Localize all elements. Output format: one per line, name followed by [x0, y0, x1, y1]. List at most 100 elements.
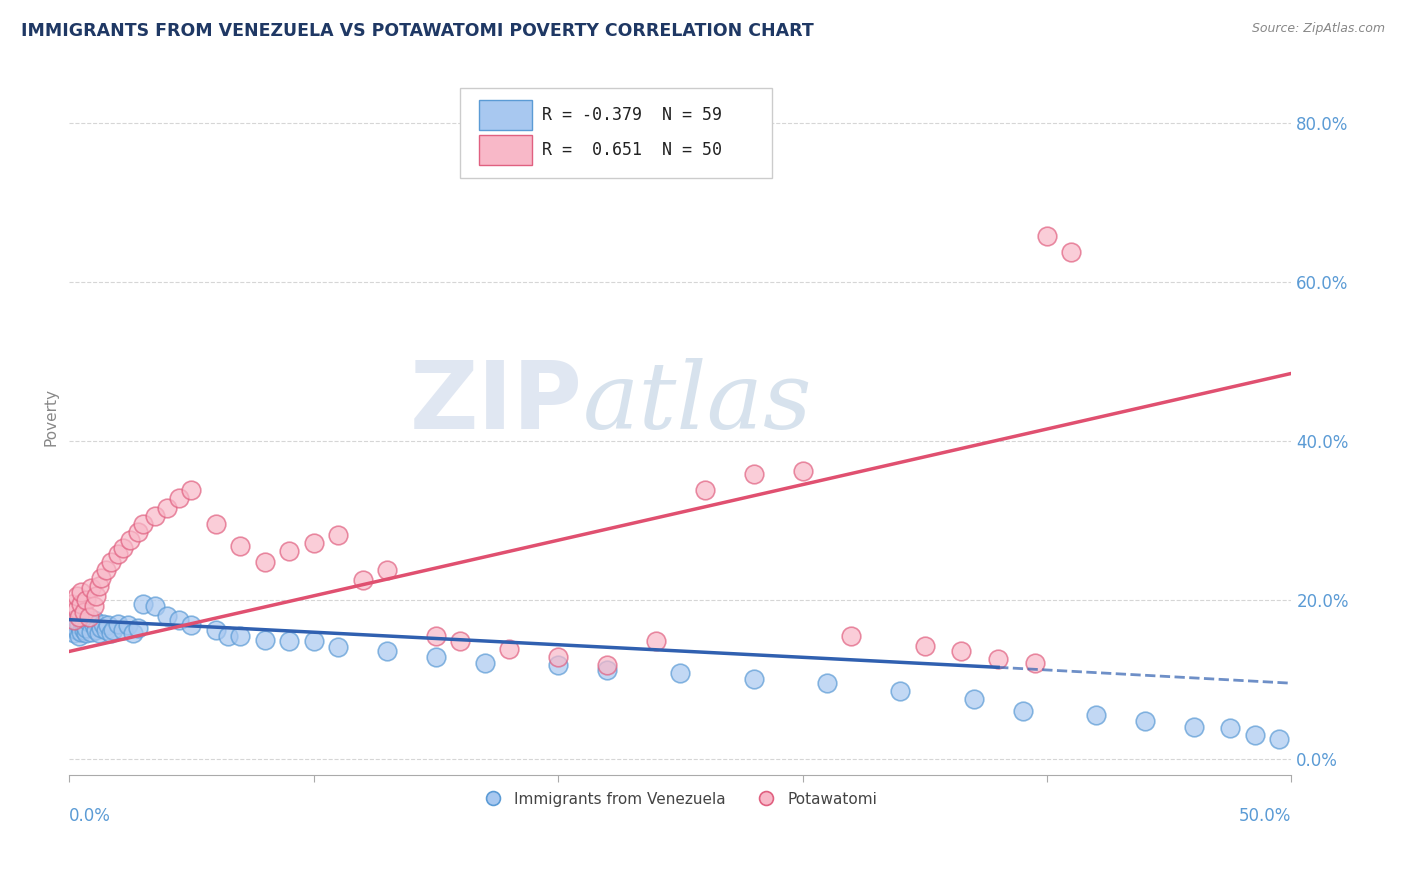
Point	[80, 624, 103, 639]
Point	[63, 626, 86, 640]
Point	[65, 623, 87, 637]
Point	[65, 602, 87, 616]
Point	[950, 644, 973, 658]
Point	[131, 517, 153, 532]
Point	[914, 639, 936, 653]
Point	[693, 483, 716, 498]
Point	[111, 623, 134, 637]
Point	[326, 640, 349, 655]
FancyBboxPatch shape	[478, 135, 533, 165]
Point	[83, 618, 105, 632]
Point	[77, 615, 100, 629]
Point	[77, 610, 100, 624]
Point	[1268, 731, 1291, 746]
Point	[73, 605, 96, 619]
Point	[375, 644, 398, 658]
Point	[815, 676, 838, 690]
Point	[67, 628, 90, 642]
Point	[253, 632, 276, 647]
Point	[253, 555, 276, 569]
Point	[375, 563, 398, 577]
Point	[70, 585, 93, 599]
Point	[84, 589, 107, 603]
Point	[596, 663, 619, 677]
Point	[97, 618, 120, 632]
Point	[669, 665, 692, 680]
Point	[107, 547, 129, 561]
Point	[75, 621, 97, 635]
Point	[107, 616, 129, 631]
Point	[449, 634, 471, 648]
Point	[117, 618, 139, 632]
Point	[87, 626, 110, 640]
Point	[1243, 728, 1265, 742]
Point	[1036, 229, 1059, 244]
Point	[425, 650, 447, 665]
Point	[156, 608, 179, 623]
Point	[302, 634, 325, 648]
Point	[63, 613, 86, 627]
Point	[90, 621, 112, 635]
Point	[83, 613, 105, 627]
Point	[498, 642, 520, 657]
Point	[742, 467, 765, 482]
Point	[156, 501, 179, 516]
Point	[841, 628, 863, 642]
Point	[127, 621, 149, 635]
Point	[127, 525, 149, 540]
Point	[75, 592, 97, 607]
Point	[547, 657, 569, 672]
Point	[80, 581, 103, 595]
Point	[205, 623, 228, 637]
Point	[65, 613, 87, 627]
Point	[103, 623, 125, 637]
Point	[596, 657, 619, 672]
Point	[90, 570, 112, 584]
Point	[547, 650, 569, 665]
FancyBboxPatch shape	[478, 101, 533, 130]
Point	[278, 634, 301, 648]
Point	[217, 628, 239, 642]
Point	[1219, 722, 1241, 736]
Point	[474, 657, 496, 671]
Point	[889, 684, 911, 698]
Point	[94, 623, 117, 637]
Point	[70, 624, 93, 639]
Text: ZIP: ZIP	[409, 357, 582, 449]
Point	[70, 613, 93, 627]
Point	[229, 539, 252, 553]
Point	[87, 578, 110, 592]
Point	[63, 615, 86, 629]
Point	[180, 618, 202, 632]
Point	[278, 543, 301, 558]
Text: Source: ZipAtlas.com: Source: ZipAtlas.com	[1251, 22, 1385, 36]
Point	[326, 527, 349, 541]
Point	[1011, 704, 1033, 718]
Text: atlas: atlas	[582, 358, 813, 448]
Point	[67, 618, 90, 632]
Point	[229, 628, 252, 642]
Point	[167, 613, 190, 627]
Text: 0.0%: 0.0%	[69, 806, 111, 825]
Point	[352, 573, 374, 587]
Point	[167, 491, 190, 505]
Point	[70, 597, 93, 611]
Point	[1060, 244, 1083, 259]
Point	[120, 533, 142, 548]
Point	[60, 597, 83, 611]
Point	[83, 599, 105, 614]
Text: R =  0.651  N = 50: R = 0.651 N = 50	[543, 141, 723, 159]
Point	[205, 517, 228, 532]
Text: IMMIGRANTS FROM VENEZUELA VS POTAWATOMI POVERTY CORRELATION CHART: IMMIGRANTS FROM VENEZUELA VS POTAWATOMI …	[21, 22, 814, 40]
Point	[180, 483, 202, 498]
Text: R = -0.379  N = 59: R = -0.379 N = 59	[543, 106, 723, 124]
Point	[84, 623, 107, 637]
Point	[121, 626, 143, 640]
Point	[963, 692, 986, 706]
Point	[60, 621, 83, 635]
Point	[1024, 657, 1046, 671]
Text: 50.0%: 50.0%	[1239, 806, 1292, 825]
Point	[100, 626, 122, 640]
Point	[131, 597, 153, 611]
Point	[143, 599, 166, 614]
